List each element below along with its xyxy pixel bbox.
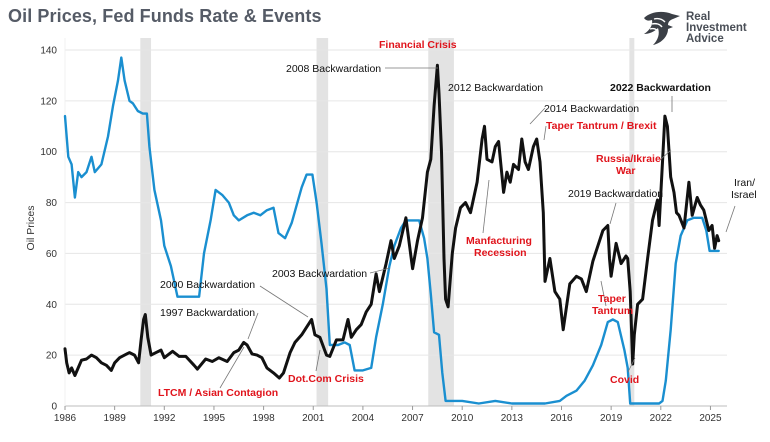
chart-title: Oil Prices, Fed Funds Rate & Events bbox=[8, 6, 322, 26]
taper-tantrum-brexit-pointer bbox=[543, 125, 547, 141]
2003-backwardation-annotation: 2003 Backwardation bbox=[272, 268, 367, 280]
2000-backwardation-pointer bbox=[259, 285, 309, 318]
recession-bands bbox=[140, 38, 635, 406]
x-tick-label: 2025 bbox=[699, 413, 722, 424]
iran-israel-2-annotation: Israel bbox=[731, 189, 757, 201]
manufacturing-2-pointer bbox=[482, 179, 490, 234]
y-axis-ticks: 0 20 40 60 80 100 120 140 bbox=[40, 46, 57, 413]
taper-tantrum-2-annotation: Tantrum bbox=[592, 305, 633, 317]
series-lines bbox=[63, 56, 721, 405]
1997-backwardation-pointer bbox=[247, 312, 259, 340]
y-tick-label: 140 bbox=[40, 46, 57, 57]
x-tick-label: 2016 bbox=[550, 413, 573, 424]
ltcm-annotation: LTCM / Asian Contagion bbox=[158, 387, 278, 399]
recession-band-3 bbox=[629, 38, 635, 406]
russia-ukraine-2-pointer bbox=[659, 149, 672, 161]
2012-backwardation-annotation: 2012 Backwardation bbox=[448, 82, 543, 94]
russia-ukraine-2-annotation: War bbox=[616, 165, 635, 177]
russia-ukraine-1-annotation: Russia/Ikraie bbox=[596, 153, 661, 165]
logo-line-3: Advice bbox=[686, 33, 724, 45]
financial-crisis-annotation: Financial Crisis bbox=[379, 39, 457, 51]
taper-tantrum-brexit-annotation: Taper Tantrum / Brexit bbox=[546, 120, 657, 132]
annotations: Financial Crisis 2008 Backwardation 2012 B… bbox=[158, 39, 757, 399]
covid-annotation: Covid bbox=[610, 374, 639, 386]
y-axis-label: Oil Prices bbox=[25, 206, 37, 251]
dotcom-crisis-pointer bbox=[315, 349, 321, 372]
logo-line-2: Investment bbox=[686, 22, 747, 34]
x-tick-label: 1992 bbox=[153, 413, 176, 424]
y-tick-label: 100 bbox=[40, 147, 57, 158]
iran-israel-2-pointer bbox=[725, 205, 736, 233]
x-tick-label: 2010 bbox=[451, 413, 474, 424]
logo-line-1: Real bbox=[686, 11, 711, 23]
2019-backwardation-pointer bbox=[609, 202, 617, 225]
y-tick-label: 40 bbox=[46, 300, 58, 311]
2022-backwardation-annotation: 2022 Backwardation bbox=[610, 82, 711, 94]
taper-tantrum-2-pointer bbox=[600, 280, 607, 307]
2008-backwardation-annotation: 2008 Backwardation bbox=[286, 63, 381, 75]
manufacturing-1-annotation: Manfacturing bbox=[466, 235, 532, 247]
x-tick-label: 1989 bbox=[104, 413, 127, 424]
1997-backwardation-annotation: 1997 Backwardation bbox=[160, 307, 255, 319]
x-tick-label: 1998 bbox=[252, 413, 275, 424]
dotcom-crisis-annotation: Dot.Com Crisis bbox=[288, 373, 364, 385]
taper-tantrum-1-annotation: Taper bbox=[598, 293, 626, 305]
x-tick-label: 2022 bbox=[650, 413, 673, 424]
oil-series-line bbox=[63, 63, 721, 380]
y-tick-label: 0 bbox=[51, 402, 57, 413]
x-tick-label: 2019 bbox=[600, 413, 623, 424]
x-tick-label: 2004 bbox=[352, 413, 375, 424]
x-tick-label: 1986 bbox=[54, 413, 77, 424]
iran-israel-1-annotation: Iran/ bbox=[734, 177, 755, 189]
recession-band-2 bbox=[428, 38, 454, 406]
manufacturing-2-annotation: Recession bbox=[474, 247, 527, 259]
2003-backwardation-pointer bbox=[369, 267, 391, 274]
2014-backwardation-annotation: 2014 Backwardation bbox=[544, 103, 639, 115]
2014-backwardation-pointer bbox=[529, 107, 546, 125]
fed-series-line bbox=[63, 56, 720, 405]
brand-logo: Real Investment Advice bbox=[640, 10, 765, 46]
x-tick-label: 2001 bbox=[302, 413, 325, 424]
x-tick-label: 2013 bbox=[501, 413, 524, 424]
eagle-icon bbox=[644, 11, 680, 45]
x-axis-ticks: 1986 1989 1992 1995 1998 2001 2004 2007 2010 2013… bbox=[54, 406, 722, 424]
y-tick-label: 80 bbox=[46, 198, 58, 209]
covid-pointer bbox=[627, 357, 636, 373]
x-tick-label: 1995 bbox=[203, 413, 226, 424]
ltcm-pointer bbox=[219, 346, 245, 389]
recession-band-1 bbox=[316, 38, 329, 406]
2019-backwardation-annotation: 2019 Backwardation bbox=[568, 188, 663, 200]
recession-band-0 bbox=[140, 38, 152, 406]
y-tick-label: 20 bbox=[46, 351, 58, 362]
y-tick-label: 120 bbox=[40, 96, 57, 107]
annotation-pointers bbox=[219, 67, 736, 389]
y-tick-label: 60 bbox=[46, 249, 58, 260]
2000-backwardation-annotation: 2000 Backwardation bbox=[160, 279, 255, 291]
x-tick-label: 2007 bbox=[401, 413, 424, 424]
